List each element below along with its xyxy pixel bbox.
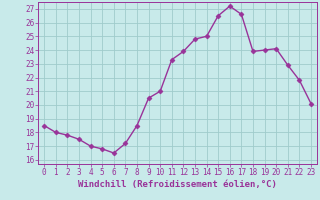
X-axis label: Windchill (Refroidissement éolien,°C): Windchill (Refroidissement éolien,°C) — [78, 180, 277, 189]
